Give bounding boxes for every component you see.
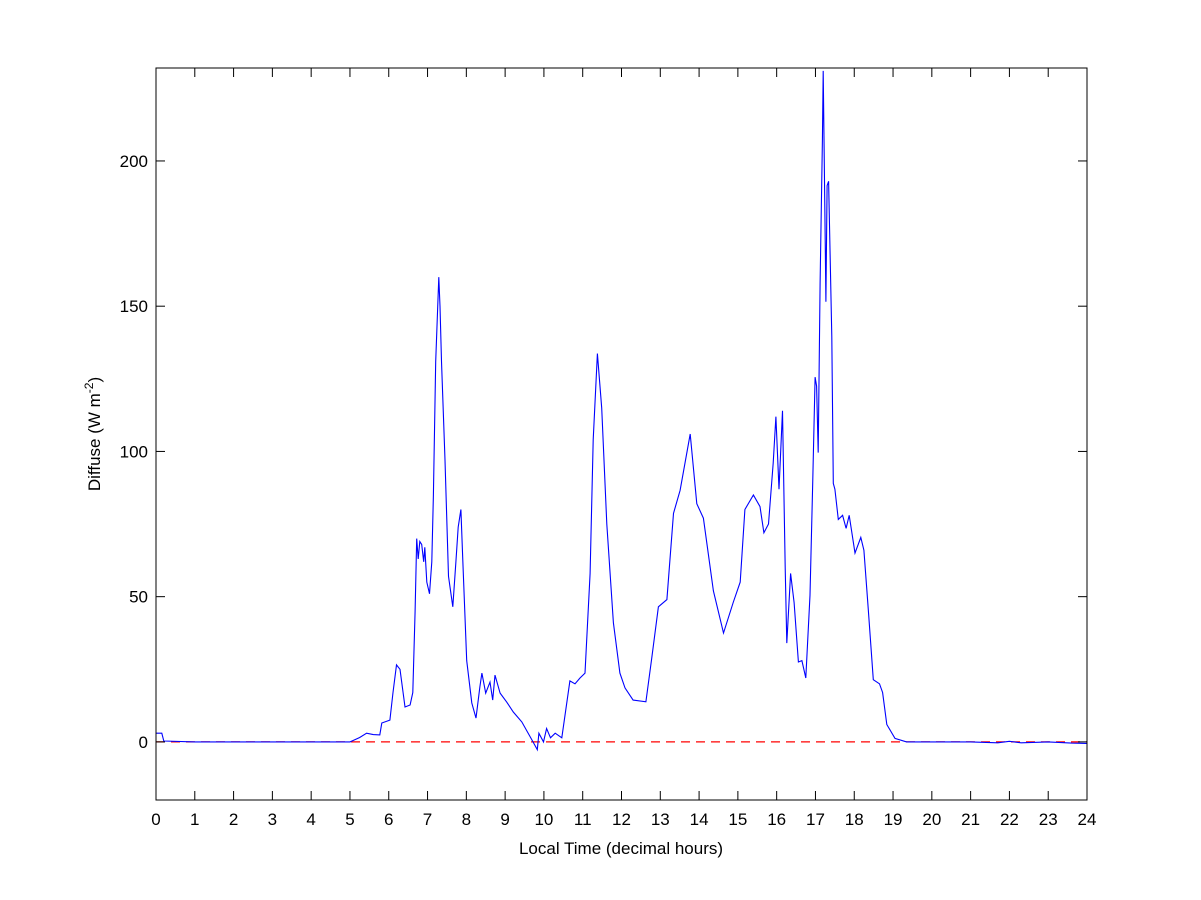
x-tick-label: 16 (767, 810, 786, 829)
x-tick-label: 17 (806, 810, 825, 829)
x-tick-label: 1 (190, 810, 199, 829)
x-tick-label: 5 (345, 810, 354, 829)
y-axis-label: Diffuse (W m-2) (82, 377, 104, 491)
x-tick-label: 11 (574, 810, 592, 829)
x-tick-label: 2 (229, 810, 238, 829)
x-tick-label: 9 (500, 810, 509, 829)
x-tick-label: 13 (651, 810, 670, 829)
x-tick-label: 6 (384, 810, 393, 829)
y-tick-label: 100 (120, 442, 148, 461)
x-axis-label: Local Time (decimal hours) (519, 839, 723, 858)
x-tick-label: 10 (534, 810, 553, 829)
x-tick-label: 21 (961, 810, 980, 829)
x-tick-label: 4 (306, 810, 315, 829)
x-tick-label: 14 (690, 810, 709, 829)
x-tick-label: 0 (151, 810, 160, 829)
y-tick-label: 0 (139, 733, 148, 752)
x-tick-label: 7 (423, 810, 432, 829)
x-tick-label: 20 (922, 810, 941, 829)
diffuse-series-line (156, 70, 1087, 752)
y-tick-label: 200 (120, 152, 148, 171)
x-tick-label: 3 (268, 810, 277, 829)
x-tick-label: 23 (1039, 810, 1058, 829)
x-tick-label: 15 (728, 810, 747, 829)
y-tick-label: 50 (129, 588, 148, 607)
x-tick-label: 8 (462, 810, 471, 829)
x-tick-label: 12 (612, 810, 631, 829)
plot-area (156, 70, 1087, 752)
axes: 0 1 2 3 4 5 6 7 8 9 10 11 12 13 14 15 16 17 18 19 20 21 22 23 24… (120, 67, 1097, 829)
x-tick-label: 22 (1000, 810, 1019, 829)
x-tick-label: 24 (1078, 810, 1097, 829)
y-tick-label: 150 (120, 297, 148, 316)
x-tick-label: 18 (845, 810, 864, 829)
x-tick-label: 19 (884, 810, 903, 829)
